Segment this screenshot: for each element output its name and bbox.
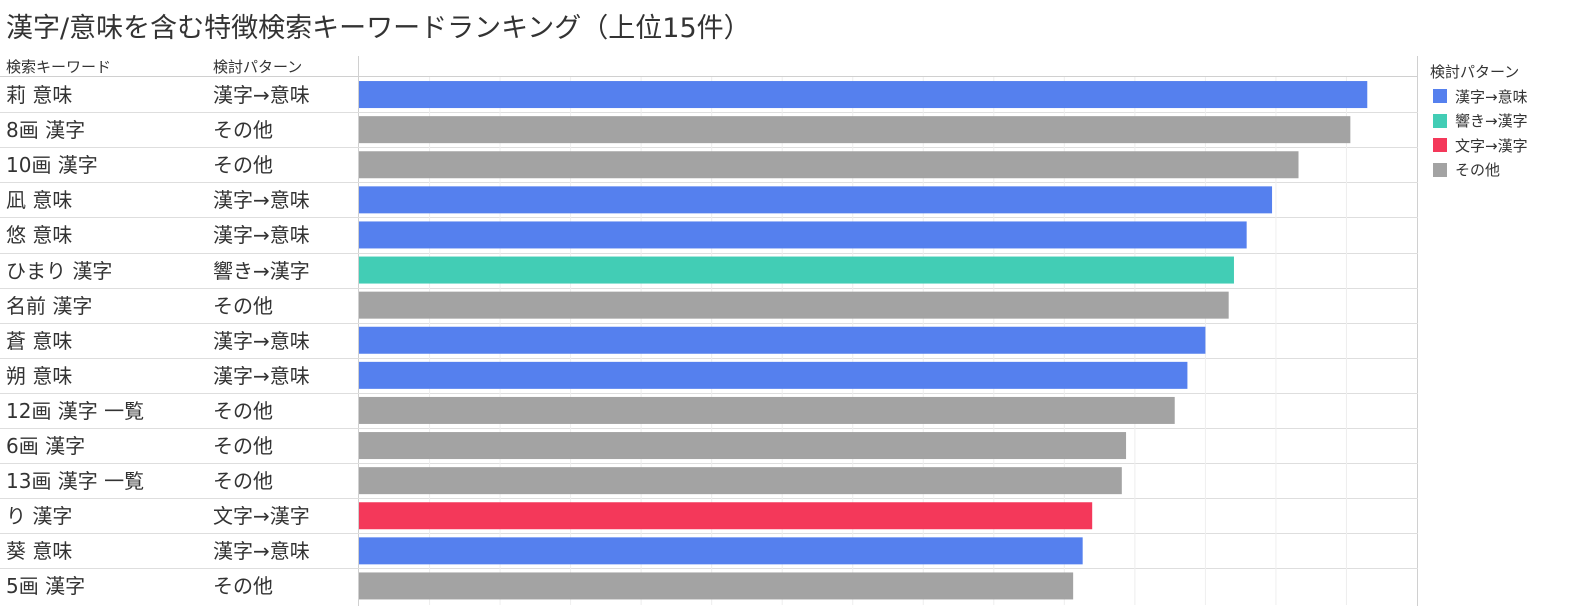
pattern-label: 文字→漢字 (213, 504, 310, 529)
row-separator (0, 253, 1418, 254)
keyword-label: 凪 意味 (6, 188, 73, 213)
row-separator (0, 147, 1418, 148)
keyword-label: 葵 意味 (6, 539, 73, 564)
legend-item[interactable]: 漢字→意味 (1433, 86, 1528, 106)
legend-item[interactable]: 文字→漢字 (1433, 135, 1528, 155)
keyword-label: 名前 漢字 (6, 293, 93, 318)
keyword-label: り 漢字 (6, 504, 73, 529)
legend-label: 文字→漢字 (1455, 136, 1528, 155)
pattern-label: 漢字→意味 (213, 363, 310, 388)
pattern-label: その他 (213, 153, 273, 178)
legend-swatch (1433, 89, 1447, 103)
keyword-label: 蒼 意味 (6, 328, 73, 353)
pattern-label: その他 (213, 118, 273, 143)
row-separator (0, 533, 1418, 534)
bar (359, 502, 1093, 530)
bar (359, 116, 1351, 144)
keyword-label: 朔 意味 (6, 363, 73, 388)
bar (359, 572, 1074, 600)
pattern-label: その他 (213, 469, 273, 494)
legend-label: 響き→漢字 (1455, 112, 1528, 130)
pattern-label: 漢字→意味 (213, 328, 310, 353)
pattern-label: その他 (213, 293, 273, 318)
bar (359, 326, 1206, 354)
legend-swatch (1433, 138, 1447, 152)
keyword-label: ひまり 漢字 (6, 258, 113, 283)
header-divider (0, 76, 1418, 77)
bar (359, 186, 1273, 214)
pattern-label: その他 (213, 574, 273, 599)
row-separator (0, 428, 1418, 429)
plot-right-border (1417, 56, 1418, 606)
bar (359, 467, 1122, 495)
pattern-label: 漢字→意味 (213, 188, 310, 213)
bar (359, 81, 1368, 109)
bar (359, 256, 1234, 284)
keyword-label: 13画 漢字 一覧 (6, 469, 145, 494)
column-header-pattern: 検討パターン (213, 58, 303, 76)
bar-plot (359, 77, 1368, 605)
bar (359, 151, 1299, 179)
bar (359, 432, 1127, 460)
pattern-label: その他 (213, 434, 273, 458)
row-separator (0, 358, 1418, 359)
row-separator (0, 182, 1418, 183)
legend-item[interactable]: その他 (1433, 160, 1500, 180)
row-separator (0, 217, 1418, 218)
column-header-keyword: 検索キーワード (6, 58, 112, 76)
keyword-label: 6画 漢字 (6, 434, 86, 458)
pattern-label: 漢字→意味 (213, 83, 310, 107)
row-separator (0, 112, 1418, 113)
keyword-label: 5画 漢字 (6, 574, 86, 599)
legend-label: その他 (1455, 161, 1501, 179)
row-separator (0, 463, 1418, 464)
bar (359, 537, 1083, 565)
legend-swatch (1433, 113, 1447, 128)
keyword-label: 12画 漢字 一覧 (6, 398, 145, 423)
pattern-label: 漢字→意味 (213, 539, 310, 564)
legend-title: 検討パターン (1430, 63, 1520, 81)
bar (359, 291, 1229, 319)
pattern-label: 漢字→意味 (213, 223, 310, 248)
legend-label: 漢字→意味 (1455, 87, 1528, 106)
pattern-label: その他 (213, 398, 273, 423)
row-separator (0, 568, 1418, 569)
legend-item[interactable]: 響き→漢字 (1433, 111, 1528, 131)
bar (359, 396, 1175, 424)
row-separator (0, 288, 1418, 289)
bar (359, 361, 1188, 389)
keyword-label: 10画 漢字 (6, 153, 98, 178)
keyword-label: 8画 漢字 (6, 118, 86, 143)
row-separator (0, 393, 1418, 394)
row-separator (0, 323, 1418, 324)
bar (359, 221, 1247, 249)
pattern-label: 響き→漢字 (213, 258, 310, 283)
row-separator (0, 498, 1418, 499)
plot-left-border (358, 56, 359, 606)
keyword-label: 莉 意味 (6, 83, 73, 107)
chart-title: 漢字/意味を含む特徴検索キーワードランキング（上位15件） (6, 13, 751, 44)
legend-swatch (1433, 162, 1447, 177)
keyword-label: 悠 意味 (6, 223, 73, 248)
